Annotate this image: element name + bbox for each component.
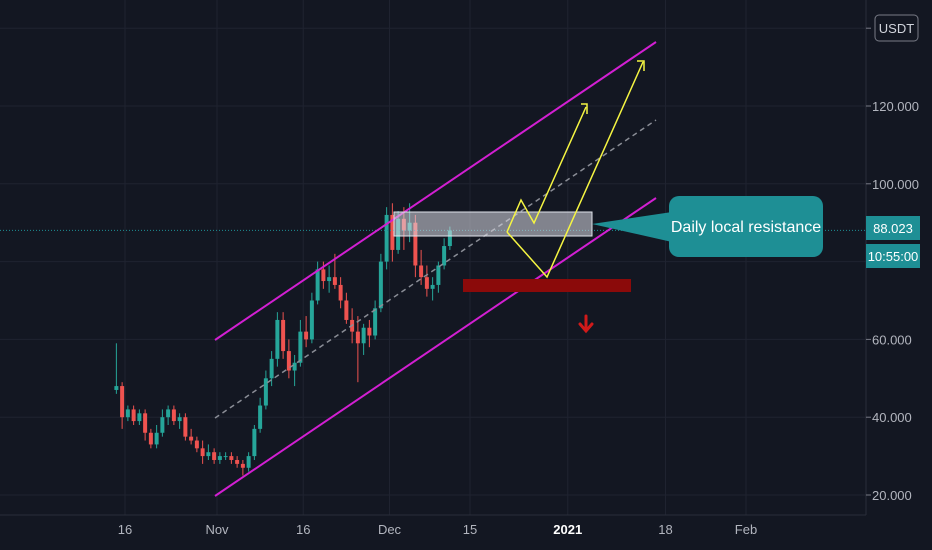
candle-body bbox=[327, 277, 332, 282]
candle-body bbox=[315, 269, 320, 301]
candle-body bbox=[229, 456, 234, 460]
candle-body bbox=[292, 362, 297, 371]
projection-arrowhead-a bbox=[581, 103, 588, 114]
candle-body bbox=[125, 409, 130, 418]
currency-badge[interactable] bbox=[874, 14, 919, 42]
candle-body bbox=[160, 417, 165, 433]
x-tick-label: 16 bbox=[296, 522, 310, 537]
candle-body bbox=[355, 331, 360, 344]
candle-body bbox=[286, 351, 291, 371]
candle-body bbox=[298, 331, 303, 363]
y-tick-label: 60.000 bbox=[872, 332, 912, 347]
last-price-tag bbox=[866, 216, 920, 240]
candle-body bbox=[275, 319, 280, 359]
channel-lower-line bbox=[214, 197, 657, 497]
drawings: Daily local resistance bbox=[0, 41, 866, 497]
candle-body bbox=[166, 409, 171, 418]
candle-body bbox=[212, 452, 217, 460]
x-tick-label: 16 bbox=[118, 522, 132, 537]
x-tick-label: Nov bbox=[205, 522, 229, 537]
candle-body bbox=[413, 222, 418, 266]
candle-body bbox=[344, 300, 349, 320]
candle-body bbox=[281, 319, 286, 352]
x-tick-label: 2021 bbox=[553, 522, 582, 537]
candle-body bbox=[131, 409, 136, 422]
resistance-zone bbox=[393, 211, 593, 237]
x-tick-label: 18 bbox=[658, 522, 672, 537]
down-arrow-icon bbox=[578, 314, 594, 334]
candle-body bbox=[309, 300, 314, 340]
y-axis-ticks: 20.000 40.000 60.000 100.000 120.000 bbox=[866, 27, 919, 503]
last-price: 88.023 bbox=[873, 221, 913, 236]
candle-body bbox=[217, 456, 222, 460]
candle-body bbox=[143, 413, 148, 433]
projection-arrowhead-b bbox=[637, 60, 645, 71]
candle-body bbox=[252, 428, 257, 457]
candle-body bbox=[114, 386, 119, 390]
candle-body bbox=[321, 269, 326, 282]
candle-body bbox=[120, 386, 125, 418]
candle-body bbox=[263, 378, 268, 406]
projection-path-a bbox=[506, 106, 587, 233]
countdown: 10:55:00 bbox=[868, 249, 919, 264]
candle-body bbox=[419, 265, 424, 278]
candle-body bbox=[447, 230, 452, 247]
candle-body bbox=[390, 214, 395, 250]
candle-body bbox=[183, 417, 188, 437]
candle-body bbox=[258, 405, 263, 429]
projection-path-b bbox=[506, 61, 644, 279]
channel-midline bbox=[214, 119, 657, 419]
candle-body bbox=[154, 432, 159, 445]
candle-body bbox=[269, 358, 274, 379]
currency-label: USDT bbox=[879, 21, 914, 36]
candle-body bbox=[235, 459, 240, 464]
candle-body bbox=[206, 452, 211, 457]
x-tick-label: Feb bbox=[735, 522, 757, 537]
candle-body bbox=[338, 284, 343, 301]
x-axis-ticks[interactable]: 16 Nov 16 Dec 15 2021 18 Feb bbox=[118, 522, 757, 537]
candle-body bbox=[384, 214, 389, 262]
candle-body bbox=[223, 456, 228, 458]
candle-body bbox=[171, 409, 176, 422]
candle-body bbox=[367, 327, 372, 336]
candle-body bbox=[332, 277, 337, 285]
y-tick-label: 120.000 bbox=[872, 99, 919, 114]
support-zone bbox=[463, 279, 631, 292]
callout-pointer bbox=[592, 212, 672, 242]
candle-body bbox=[246, 456, 251, 468]
countdown-tag bbox=[866, 244, 920, 268]
candle-body bbox=[436, 265, 441, 285]
y-tick-label: 20.000 bbox=[872, 488, 912, 503]
y-tick-label: 100.000 bbox=[872, 177, 919, 192]
x-tick-label: 15 bbox=[463, 522, 477, 537]
callout-text: Daily local resistance bbox=[671, 219, 821, 236]
candle-body bbox=[177, 417, 182, 422]
candle-body bbox=[137, 413, 142, 422]
candle-body bbox=[361, 327, 366, 344]
y-tick-label: 40.000 bbox=[872, 410, 912, 425]
candle-body bbox=[200, 448, 205, 457]
candle-body bbox=[304, 331, 309, 340]
candle-body bbox=[148, 432, 153, 445]
candle-body bbox=[442, 246, 447, 266]
candle-body bbox=[194, 440, 199, 449]
candle-body bbox=[373, 308, 378, 336]
channel-upper-line bbox=[214, 41, 657, 341]
candle-body bbox=[189, 436, 194, 441]
candle-body bbox=[424, 277, 429, 289]
candle-body bbox=[378, 261, 383, 309]
x-tick-label: Dec bbox=[378, 522, 402, 537]
callout-box bbox=[669, 196, 823, 257]
candle-body bbox=[240, 463, 245, 468]
candle-body bbox=[430, 284, 435, 289]
